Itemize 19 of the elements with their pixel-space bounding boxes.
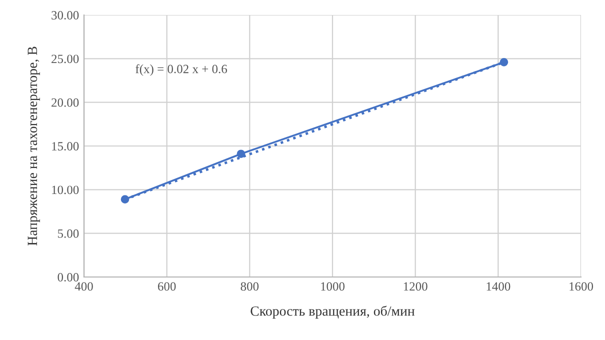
y-tick-label: 30.00 xyxy=(52,11,79,20)
y-tick-label: 20.00 xyxy=(52,98,79,107)
point xyxy=(500,58,508,66)
point xyxy=(236,150,246,158)
x-tick-label: 800 xyxy=(240,282,259,291)
y-tick-label: 25.00 xyxy=(52,54,79,64)
y-tick-label: 0.00 xyxy=(58,273,79,282)
y-tick-label: 5.00 xyxy=(58,229,79,238)
x-tick-label: 600 xyxy=(158,282,176,291)
annotation: f(x) = 0.02 x + 0.6 xyxy=(136,64,228,76)
y-axis-title: Напряжение на тахогенераторе, В xyxy=(28,46,40,246)
x-tick-label: 1400 xyxy=(486,282,510,291)
x-tick-label: 1600 xyxy=(570,282,594,291)
x-tick-label: 1000 xyxy=(321,282,345,291)
x-axis-title: Скорость вращения, об/мин xyxy=(250,306,415,319)
y-tick-label: 15.00 xyxy=(52,142,79,151)
y-tick-label: 10.00 xyxy=(52,186,79,194)
x-tick-label: 400 xyxy=(74,282,93,291)
x-tick-label: 1200 xyxy=(404,282,428,291)
